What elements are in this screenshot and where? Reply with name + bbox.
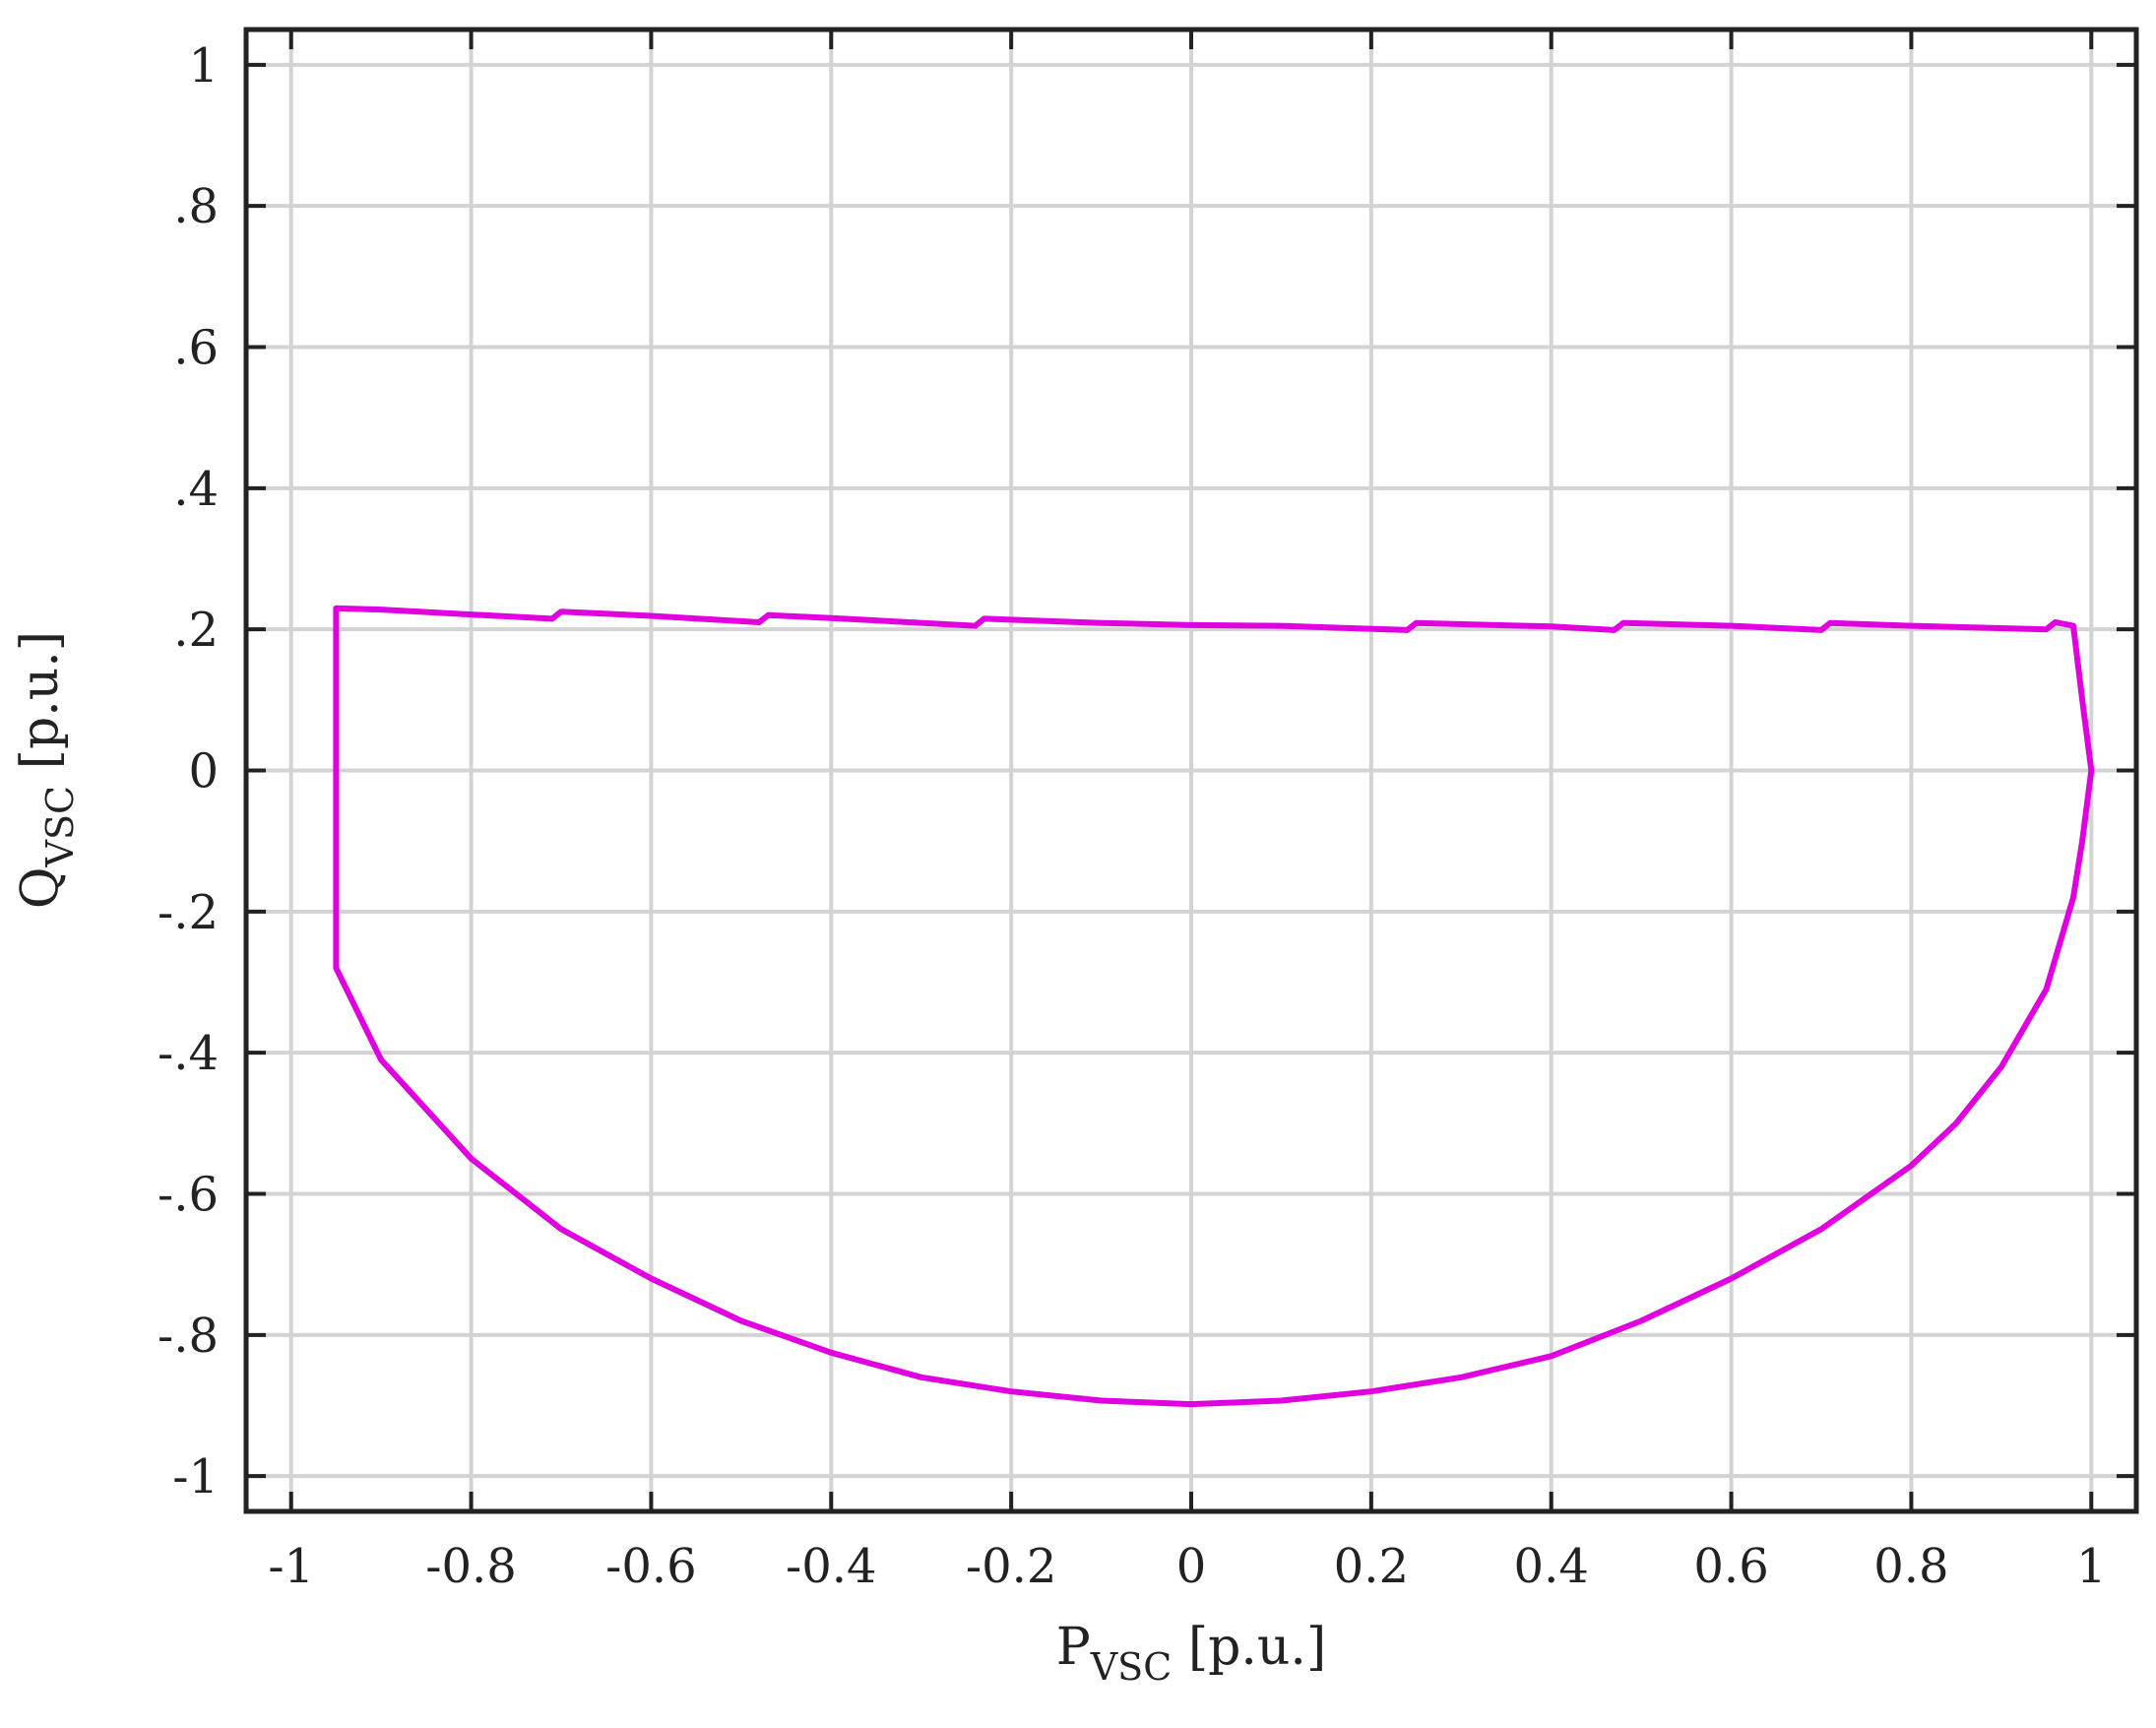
x-tick-label: -0.2 bbox=[966, 1539, 1057, 1594]
y-tick-label: .8 bbox=[173, 179, 219, 234]
y-tick-labels: -1 -.8 -.6 -.4 -.2 0 .2 .4 .6 .8 1 bbox=[158, 38, 219, 1504]
y-tick-label: -.8 bbox=[158, 1309, 219, 1364]
series-layer bbox=[333, 605, 2095, 1408]
y-tick-label: 1 bbox=[188, 38, 219, 94]
y-tick-label: -1 bbox=[172, 1449, 219, 1504]
series-line bbox=[333, 605, 2095, 1408]
y-axis-title: QVSC [p.u.] bbox=[11, 631, 82, 909]
x-tick-label: 1 bbox=[2076, 1539, 2107, 1594]
x-tick-label: 0.6 bbox=[1693, 1539, 1768, 1594]
y-tick-label: .2 bbox=[173, 603, 219, 658]
x-tick-label: -0.8 bbox=[425, 1539, 517, 1594]
x-tick-label: 0.8 bbox=[1873, 1539, 1948, 1594]
y-tick-label: -.2 bbox=[158, 885, 219, 940]
x-tick-labels: -1 -0.8 -0.6 -0.4 -0.2 0 0.2 0.4 0.6 0.8 1 bbox=[268, 1539, 2106, 1594]
y-tick-label: -.4 bbox=[158, 1026, 219, 1081]
y-tick-label: .4 bbox=[173, 462, 219, 517]
x-tick-label: 0.2 bbox=[1334, 1539, 1409, 1594]
y-tick-label: -.6 bbox=[158, 1168, 219, 1223]
y-tick-label: .6 bbox=[173, 321, 219, 376]
x-tick-label: 0 bbox=[1176, 1539, 1207, 1594]
x-tick-label: -1 bbox=[268, 1539, 314, 1594]
x-tick-label: 0.4 bbox=[1514, 1539, 1589, 1594]
ticks bbox=[246, 30, 2136, 1511]
x-tick-label: -0.6 bbox=[605, 1539, 697, 1594]
y-tick-label: 0 bbox=[188, 744, 219, 800]
x-tick-label: -0.4 bbox=[786, 1539, 877, 1594]
x-axis-title: PVSC [p.u.] bbox=[1056, 1618, 1327, 1689]
